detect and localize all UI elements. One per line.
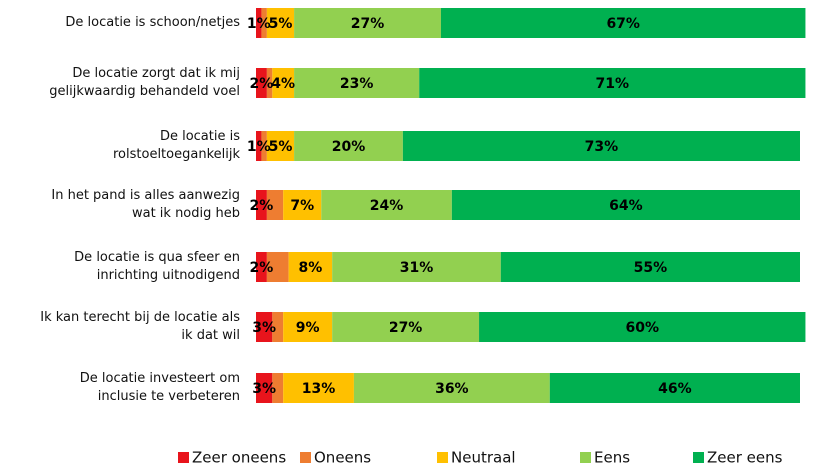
value-label: 2% [250, 76, 274, 92]
value-label: 60% [625, 320, 659, 336]
bar-segment [266, 252, 289, 282]
bar-segment [440, 8, 806, 38]
bar-segment [266, 68, 273, 98]
value-label: 3% [252, 320, 276, 336]
value-label: 5% [269, 139, 293, 155]
value-label: 8% [299, 260, 323, 276]
bar-segment [266, 131, 295, 161]
bar-segment [283, 373, 354, 403]
bar-segment [256, 190, 267, 220]
value-label: 64% [609, 198, 643, 214]
bar-segment [321, 190, 452, 220]
bar-segment [283, 190, 322, 220]
category-label: In het pand is alles aanwezig wat ik nod… [51, 188, 240, 221]
legend-swatch [580, 452, 591, 463]
bar-segment [294, 131, 403, 161]
bar-segment [256, 131, 262, 161]
value-label: 46% [658, 381, 692, 397]
legend-label: Oneens [314, 449, 371, 466]
legend-swatch [300, 452, 311, 463]
bar-segment [283, 312, 333, 342]
legend-label: Eens [594, 449, 630, 466]
bar-segment [256, 373, 273, 403]
bar-segment [419, 68, 806, 98]
bar-segment [332, 252, 501, 282]
bar-segment [272, 373, 284, 403]
value-label: 31% [400, 260, 434, 276]
legend-swatch [178, 452, 189, 463]
bar-segment [266, 8, 295, 38]
category-label: De locatie zorgt dat ik mij gelijkwaardi… [49, 66, 240, 99]
bar-segment [332, 312, 480, 342]
category-label: Ik kan terecht bij de locatie als ik dat… [40, 310, 240, 343]
value-label: 71% [596, 76, 630, 92]
value-label: 27% [351, 16, 385, 32]
bar-segment [353, 373, 550, 403]
value-label: 73% [585, 139, 619, 155]
bar-segment [294, 68, 420, 98]
value-label: 1% [247, 16, 271, 32]
value-label: 55% [634, 260, 668, 276]
value-label: 1% [247, 139, 271, 155]
legend-swatch [693, 452, 704, 463]
legend-label: Zeer oneens [192, 449, 286, 466]
legend-swatch [437, 452, 448, 463]
legend-label: Zeer eens [707, 449, 783, 466]
bar-segment [500, 252, 800, 282]
bar-segment [549, 373, 800, 403]
bar-segment [272, 312, 284, 342]
bar-segment [272, 68, 295, 98]
value-label: 27% [389, 320, 423, 336]
value-label: 2% [250, 260, 274, 276]
value-label: 5% [269, 16, 293, 32]
bar-segment [256, 8, 262, 38]
bar-segment [266, 190, 284, 220]
bar-segment [288, 252, 333, 282]
category-label: De locatie is schoon/netjes [65, 15, 240, 30]
bar-segment [256, 312, 273, 342]
category-label: De locatie investeert om inclusie te ver… [79, 371, 240, 404]
bar-segment [479, 312, 806, 342]
bar-segment [261, 8, 267, 38]
bar-segment [256, 68, 267, 98]
bar-segment [256, 252, 267, 282]
bar-segment [451, 190, 800, 220]
value-label: 7% [290, 198, 314, 214]
value-label: 36% [435, 381, 469, 397]
value-label: 13% [302, 381, 336, 397]
value-label: 3% [252, 381, 276, 397]
value-label: 4% [271, 76, 295, 92]
value-label: 20% [332, 139, 366, 155]
bar-segment [402, 131, 800, 161]
category-label: De locatie is rolstoeltoegankelijk [113, 129, 240, 162]
bar-segment [261, 131, 267, 161]
category-label: De locatie is qua sfeer en inrichting ui… [74, 250, 240, 283]
value-label: 23% [340, 76, 374, 92]
value-label: 24% [370, 198, 404, 214]
legend-label: Neutraal [451, 449, 516, 466]
value-label: 9% [296, 320, 320, 336]
value-label: 67% [606, 16, 640, 32]
value-label: 2% [250, 198, 274, 214]
bar-segment [294, 8, 441, 38]
